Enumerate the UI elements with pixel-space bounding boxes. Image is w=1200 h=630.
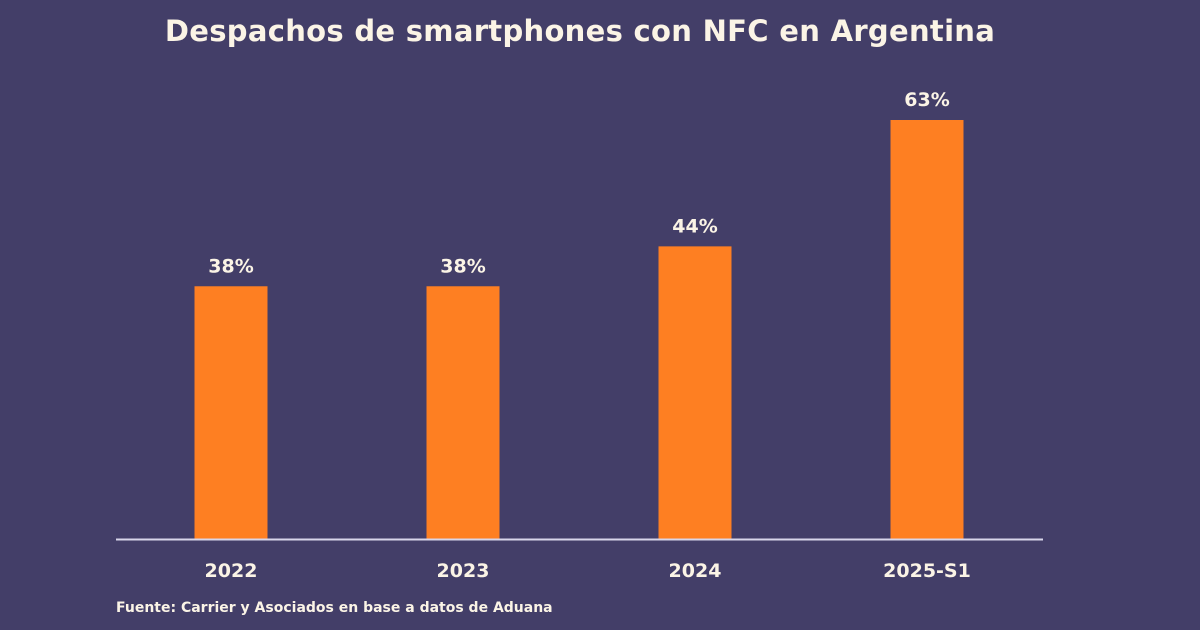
- bar-2025-S1: [890, 120, 964, 539]
- data-label-2025-S1: 63%: [904, 89, 949, 111]
- data-label-2022: 38%: [208, 255, 253, 277]
- data-label-2024: 44%: [672, 215, 717, 237]
- bar-2022: [194, 286, 268, 539]
- source-note: Fuente: Carrier y Asociados en base a da…: [116, 600, 553, 616]
- x-tick-label-2025-S1: 2025-S1: [883, 560, 971, 582]
- x-tick-label-2022: 2022: [205, 560, 258, 582]
- bar-2024: [658, 246, 732, 539]
- x-tick-label-2023: 2023: [437, 560, 490, 582]
- bar-2023: [426, 286, 500, 539]
- x-tick-label-2024: 2024: [669, 560, 722, 582]
- data-label-2023: 38%: [440, 255, 485, 277]
- chart-title: Despachos de smartphones con NFC en Arge…: [164, 14, 996, 48]
